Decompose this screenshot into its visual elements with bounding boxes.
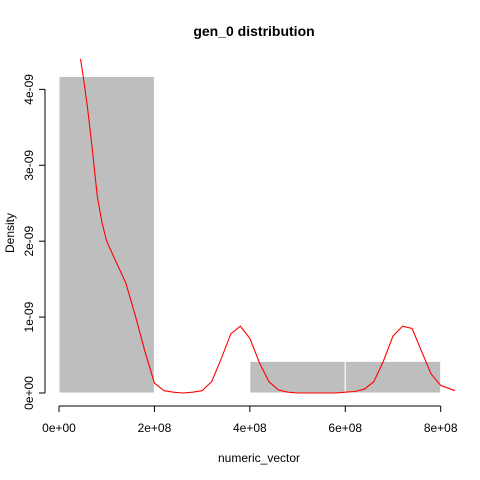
histogram-bars [58,75,442,394]
y-axis: 0e+00 1e-09 2e-09 3e-09 4e-09 [22,74,46,410]
y-tick-label: 0e+00 [22,376,36,410]
y-tick-label: 2e-09 [22,226,36,257]
x-tick-label: 8e+08 [424,421,458,435]
x-tick-label: 6e+08 [328,421,362,435]
x-axis-label: numeric_vector [218,451,300,465]
histogram-bar [344,360,442,394]
y-tick-label: 1e-09 [22,301,36,332]
density-curve [79,58,456,394]
x-tick-label: 4e+08 [233,421,267,435]
x-axis: 0e+00 2e+08 4e+08 6e+08 8e+08 [42,405,458,435]
y-tick-label: 4e-09 [22,74,36,105]
histogram-bar [58,75,155,394]
y-tick-label: 3e-09 [22,150,36,181]
x-tick-label: 0e+00 [42,421,76,435]
x-tick-label: 2e+08 [138,421,172,435]
histogram-bar [249,360,346,394]
y-axis-label: Density [3,213,17,253]
density-curve-layer [79,58,456,394]
chart-title: gen_0 distribution [193,23,314,39]
